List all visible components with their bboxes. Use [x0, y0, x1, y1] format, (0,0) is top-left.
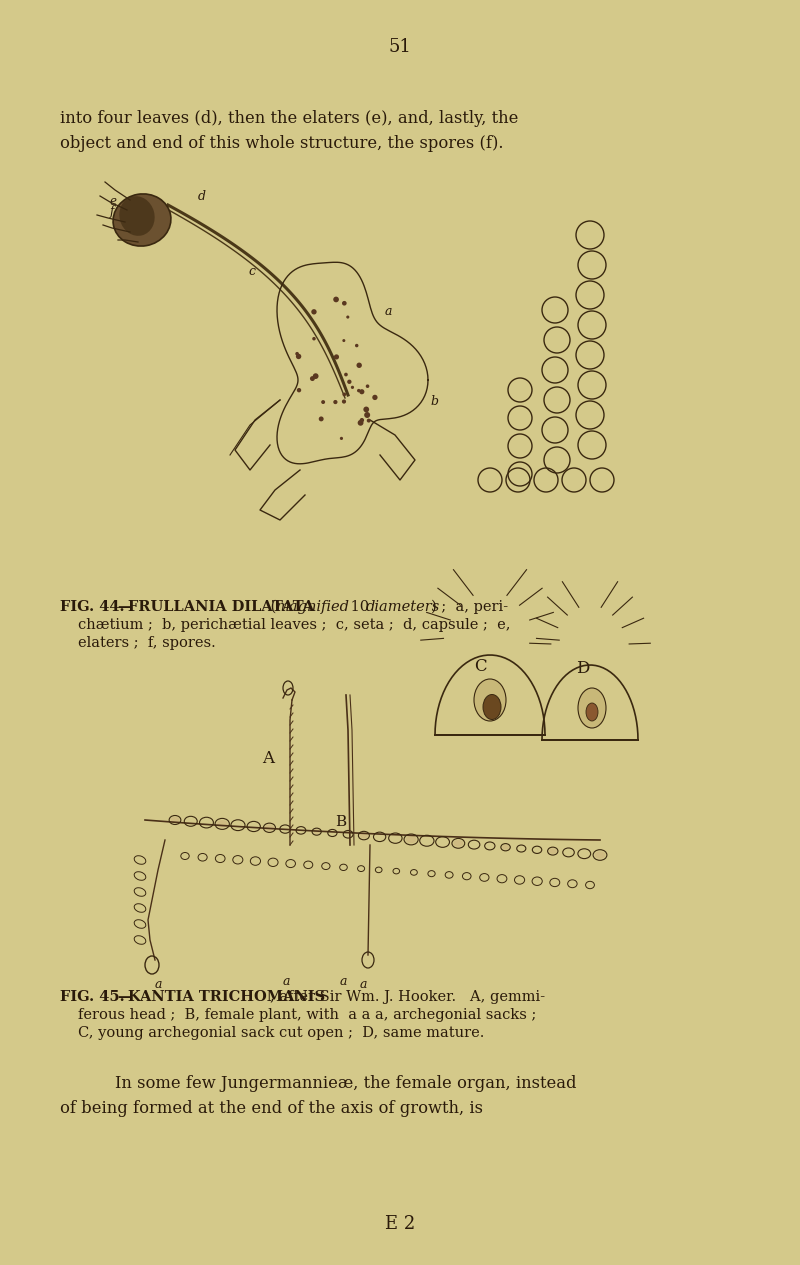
Circle shape — [334, 400, 338, 404]
Text: of being formed at the end of the axis of growth, is: of being formed at the end of the axis o… — [60, 1101, 483, 1117]
Text: In some few Jungermannieæ, the female organ, instead: In some few Jungermannieæ, the female or… — [115, 1075, 577, 1092]
Circle shape — [321, 400, 325, 404]
Circle shape — [311, 309, 317, 315]
Ellipse shape — [217, 820, 228, 827]
Text: chætium ;  b, perichætial leaves ;  c, seta ;  d, capsule ;  e,: chætium ; b, perichætial leaves ; c, set… — [78, 619, 510, 632]
Text: 10: 10 — [346, 600, 374, 614]
Text: , after Sir Wm. J. Hooker.   A, gemmi-: , after Sir Wm. J. Hooker. A, gemmi- — [270, 990, 545, 1004]
Ellipse shape — [594, 851, 606, 859]
Circle shape — [342, 339, 346, 342]
Text: diameters: diameters — [366, 600, 440, 614]
Circle shape — [318, 416, 324, 421]
Text: a: a — [283, 975, 290, 988]
Circle shape — [363, 406, 369, 412]
Text: FIG. 44.: FIG. 44. — [60, 600, 125, 614]
Ellipse shape — [113, 194, 171, 247]
Ellipse shape — [483, 694, 501, 720]
Ellipse shape — [119, 196, 154, 235]
Circle shape — [296, 354, 302, 359]
Text: C: C — [474, 658, 486, 676]
Circle shape — [346, 315, 350, 319]
Circle shape — [355, 344, 358, 348]
Ellipse shape — [406, 836, 417, 844]
Circle shape — [310, 376, 315, 381]
Ellipse shape — [313, 829, 320, 834]
Ellipse shape — [170, 817, 179, 824]
Text: f: f — [110, 205, 114, 218]
Circle shape — [342, 400, 346, 404]
Text: a: a — [385, 305, 393, 318]
Circle shape — [364, 412, 370, 417]
Text: c: c — [248, 264, 255, 278]
Text: B: B — [335, 815, 346, 829]
Circle shape — [347, 380, 351, 385]
Circle shape — [359, 390, 365, 395]
Circle shape — [295, 352, 299, 355]
Circle shape — [344, 373, 348, 377]
Text: object and end of this whole structure, the spores (f).: object and end of this whole structure, … — [60, 135, 503, 152]
Text: (: ( — [266, 600, 276, 614]
Circle shape — [312, 336, 316, 340]
Text: E 2: E 2 — [385, 1214, 415, 1233]
Circle shape — [366, 385, 370, 388]
Text: ferous head ;  B, female plant, with  a a a, archegonial sacks ;: ferous head ; B, female plant, with a a … — [78, 1008, 536, 1022]
Text: e: e — [110, 195, 117, 207]
Circle shape — [342, 392, 346, 396]
Text: a: a — [360, 978, 367, 990]
Text: FRULLANIA DILATATA: FRULLANIA DILATATA — [128, 600, 314, 614]
Ellipse shape — [586, 703, 598, 721]
Circle shape — [340, 436, 343, 440]
Text: elaters ;  f, spores.: elaters ; f, spores. — [78, 636, 216, 650]
Text: —: — — [117, 600, 131, 614]
Ellipse shape — [578, 688, 606, 727]
Text: D: D — [576, 660, 590, 677]
Circle shape — [313, 373, 318, 379]
Ellipse shape — [454, 840, 463, 846]
Circle shape — [372, 395, 378, 400]
Circle shape — [351, 386, 354, 388]
Circle shape — [360, 417, 364, 423]
Ellipse shape — [502, 845, 509, 850]
Text: A: A — [262, 750, 274, 767]
Circle shape — [357, 388, 361, 392]
Text: into four leaves (d), then the elaters (e), and, lastly, the: into four leaves (d), then the elaters (… — [60, 110, 518, 126]
Text: d: d — [198, 190, 206, 202]
Circle shape — [334, 296, 339, 302]
Ellipse shape — [360, 832, 368, 839]
Text: ) ;  a, peri-: ) ; a, peri- — [431, 600, 508, 615]
Text: KANTIA TRICHOMANIS: KANTIA TRICHOMANIS — [128, 990, 325, 1004]
Circle shape — [334, 354, 339, 359]
Text: —: — — [117, 990, 131, 1004]
Text: 51: 51 — [389, 38, 411, 56]
Text: a: a — [155, 978, 162, 990]
Circle shape — [342, 301, 346, 306]
Text: a: a — [340, 975, 347, 988]
Ellipse shape — [474, 679, 506, 721]
Ellipse shape — [549, 849, 557, 854]
Text: FIG. 45.: FIG. 45. — [60, 990, 125, 1004]
Circle shape — [358, 420, 363, 426]
Ellipse shape — [265, 825, 274, 831]
Circle shape — [297, 388, 302, 392]
Circle shape — [366, 419, 370, 423]
Text: C, young archegonial sack cut open ;  D, same mature.: C, young archegonial sack cut open ; D, … — [78, 1026, 484, 1040]
Text: b: b — [430, 395, 438, 409]
Circle shape — [357, 363, 362, 368]
Text: magnified: magnified — [276, 600, 350, 614]
